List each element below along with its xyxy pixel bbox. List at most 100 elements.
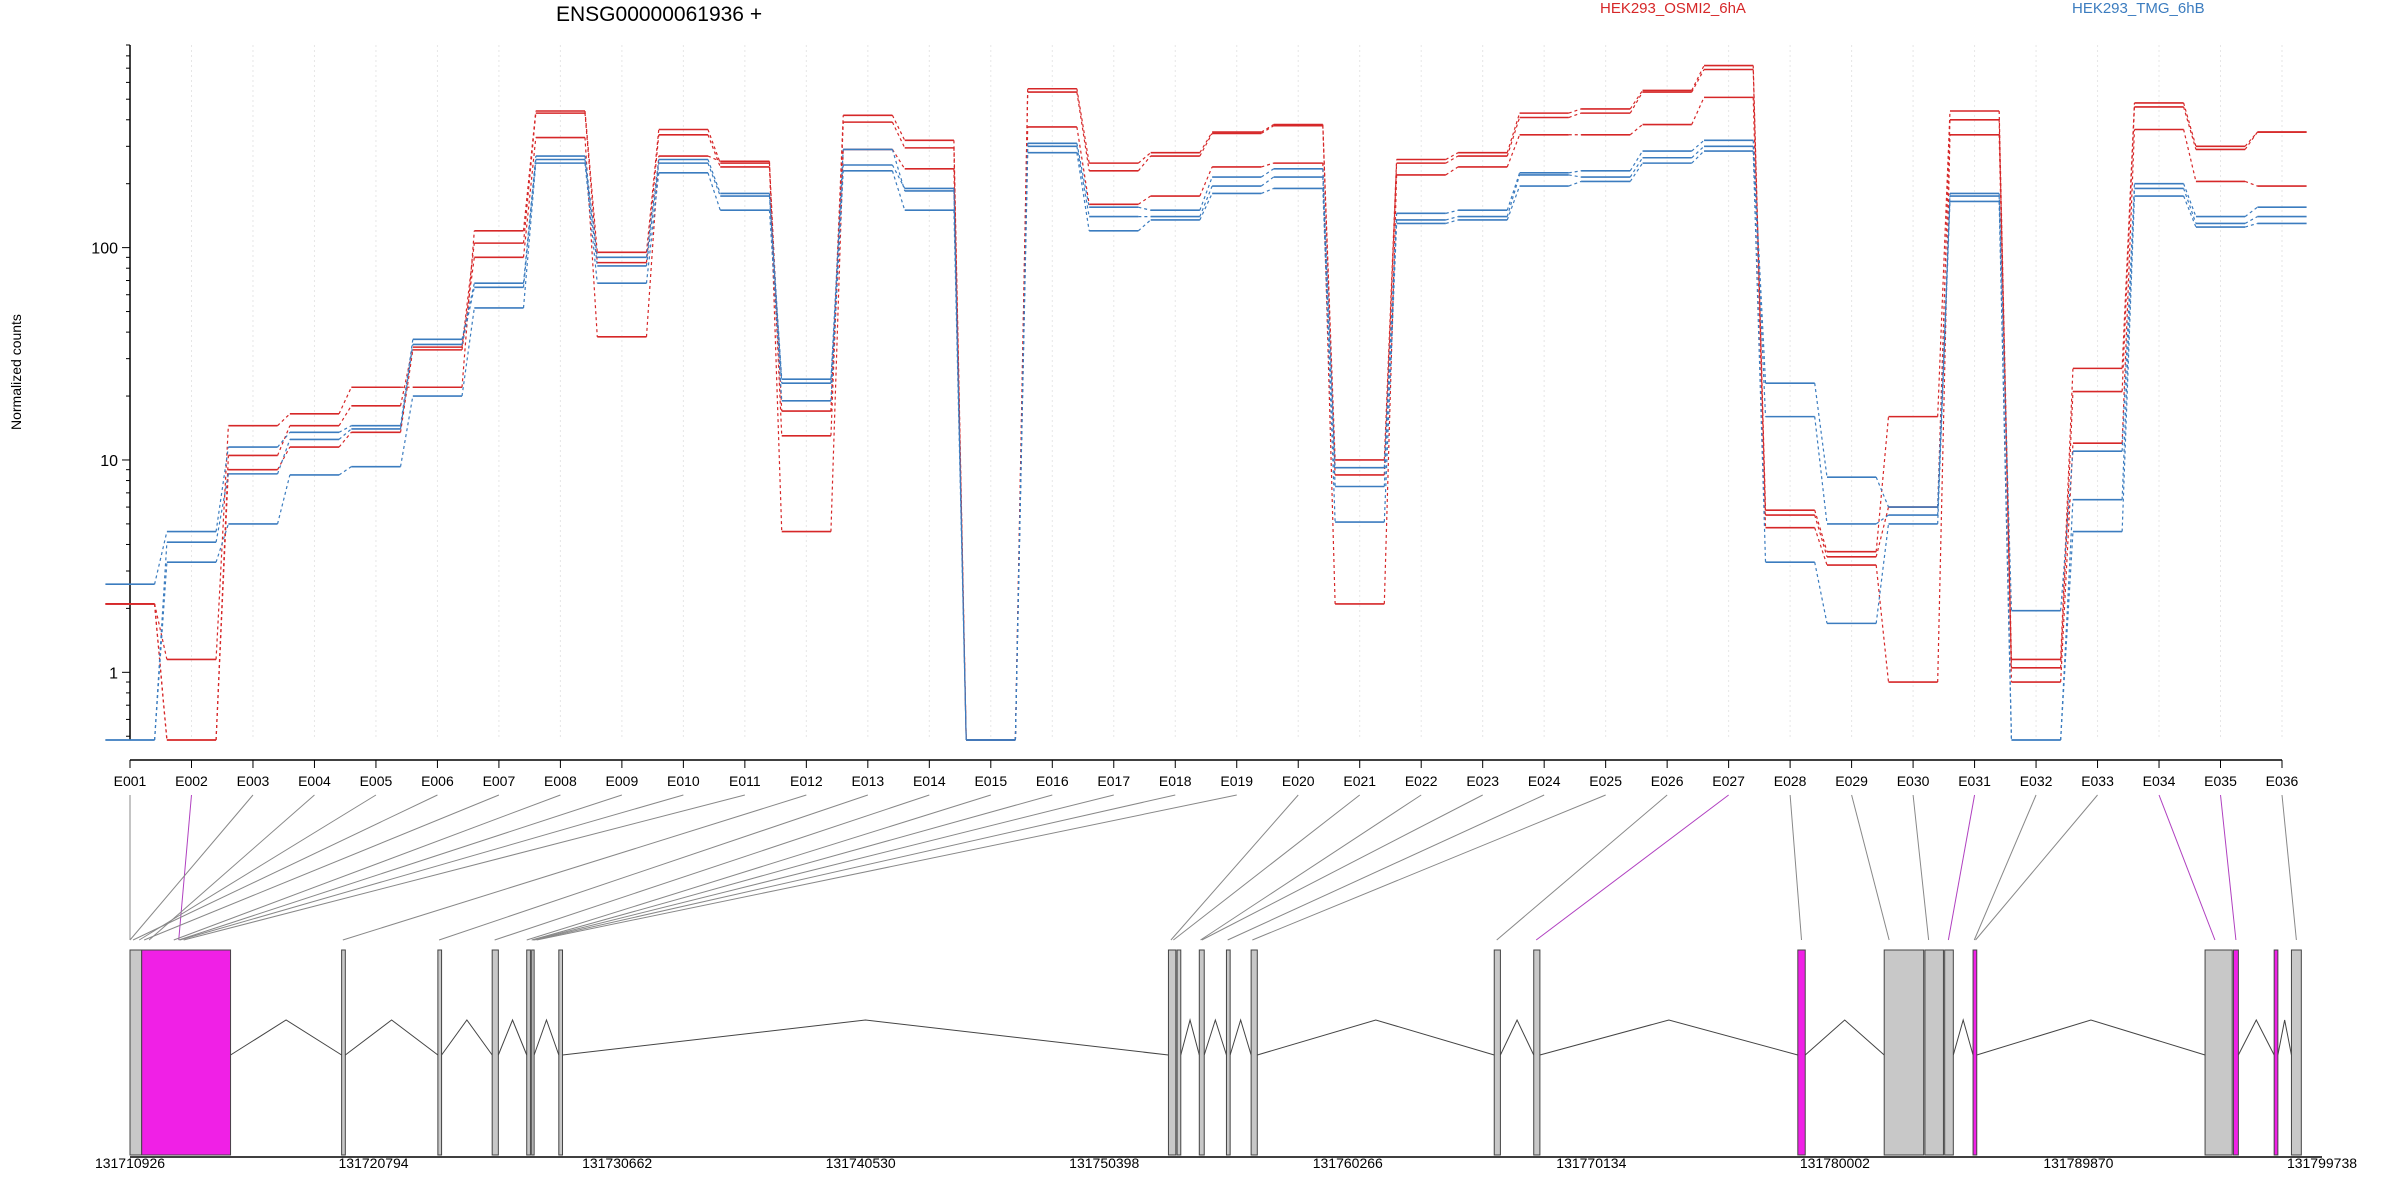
series-connector [1875,564,1890,683]
series-connector [891,170,906,211]
series-connector [1629,157,1644,178]
exon-connector [1912,794,1930,941]
series-connector [461,287,475,345]
genomic-tick-label: 131760266 [1313,1155,1383,1171]
series-connector [1076,152,1090,231]
x-tick-label: E023 [1466,773,1499,789]
x-tick-label: E010 [667,773,700,789]
exon-connector [531,794,1053,941]
exon-block [1883,949,1925,1156]
series-1 [105,64,2307,741]
genomic-tick-label: 131740530 [826,1155,896,1171]
series-connector [1691,97,1705,125]
x-tick-label: E008 [544,773,577,789]
intron-line [1539,1019,1798,1056]
x-tick-label: E026 [1651,773,1684,789]
series-connector [1814,383,1828,478]
series-connector [891,149,906,170]
series-connector [1322,168,1336,468]
series-connector [1506,112,1521,153]
series-connector [1691,150,1705,164]
series-connector [2121,129,2136,444]
exon-block [558,949,564,1156]
x-tick-label: E035 [2204,773,2237,789]
x-tick-label: E022 [1405,773,1438,789]
exon-connector [1252,794,1606,941]
series-connector [399,344,414,430]
series-connector [1445,152,1459,161]
exon-block [1176,949,1182,1156]
series-connector [584,113,598,263]
series-connector [1814,527,1828,566]
series-connector [1445,166,1459,176]
genomic-tick-label: 131780002 [1800,1155,1870,1171]
series-connector [645,172,660,284]
intron-line [230,1019,342,1056]
exon-block [141,949,232,1156]
series-connector [2060,531,2074,741]
series-connector [1629,91,1644,114]
series-connector [1014,152,1029,741]
exon-connector [526,794,991,941]
intron-line [1203,1018,1227,1056]
series-connector [1752,151,1767,563]
exon-connector [132,794,438,941]
series-connector [1199,185,1213,217]
exon-block [1493,949,1501,1156]
genomic-tick-label: 131710926 [95,1155,165,1171]
intron-line [562,1019,1169,1056]
legend-label-osmi2: HEK293_OSMI2_6hA [1600,0,1746,17]
series-connector [399,395,414,467]
series-connector [2060,499,2074,741]
exon-block [1797,949,1806,1156]
series-connector [1322,177,1336,487]
exon-connector [1947,794,1976,941]
exon-block [2204,949,2233,1156]
exon-connector [173,794,561,941]
series-connector [1261,168,1274,178]
series-connector [277,446,291,470]
series-connector [768,210,783,401]
series-connector [2121,188,2136,500]
exon-connector [532,794,1114,941]
exon-connector [2158,794,2216,941]
y-tick-label: 100 [91,241,118,258]
exon-connector [1201,794,1483,941]
exon-connector [2220,794,2237,941]
series-connector [2183,183,2197,217]
series-connector [1998,119,2013,668]
x-tick-label: E004 [298,773,331,789]
series-connector [768,193,783,380]
exon-block [526,949,531,1156]
series-connector [2121,195,2136,532]
series-connector [830,170,844,401]
series-connector [338,466,352,476]
chart-title: ENSG00000061936 + [556,3,763,26]
series-connector [1506,185,1521,221]
exon-connector [2281,794,2297,941]
series-connector [584,155,598,258]
exon-block [437,949,443,1156]
series-connector [1875,506,1890,557]
exon-connector [178,794,192,941]
series-connector [276,474,291,525]
series-connector [2244,180,2258,187]
exon-connector [143,794,500,941]
series-6 [105,150,2307,741]
intron-line [2277,1019,2292,1056]
series-connector [1691,139,1705,152]
x-tick-label: E032 [2020,773,2053,789]
genomic-tick-label: 131730662 [582,1155,652,1171]
exon-block [341,949,346,1156]
x-tick-label: E017 [1097,773,1130,789]
series-connector [2183,129,2197,182]
series-connector [2244,206,2258,218]
intron-line [1257,1019,1495,1056]
x-tick-label: E005 [360,773,393,789]
series-connector [215,523,229,563]
series-connector [1568,180,1582,187]
y-tick-label: 10 [100,453,118,470]
series-connector [1568,112,1582,119]
series-connector [1752,140,1767,384]
